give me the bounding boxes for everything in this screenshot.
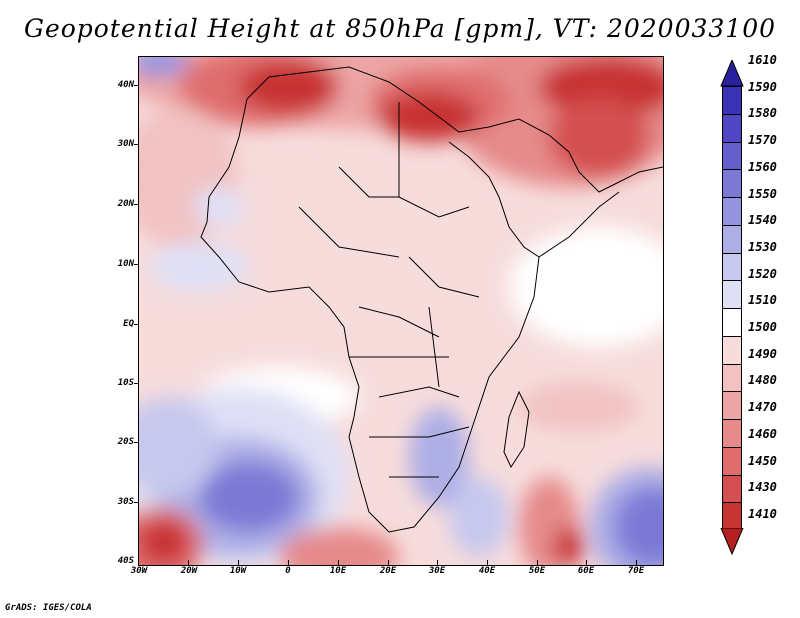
colorbar-label: 1610 [748,53,777,67]
lat-label-10n: 10N [117,259,134,269]
colorbar-label: 1580 [748,106,777,121]
lon-tick [437,560,438,565]
lon-label-10w: 10W [229,566,247,576]
colorbar-segment [722,335,742,364]
colorbar-label: 1570 [748,133,777,148]
map-title: Geopotential Height at 850hPa [gpm], VT:… [23,14,777,43]
lat-tick [134,144,139,145]
lat-tick [134,502,139,503]
colorbar-label: 1500 [748,320,777,335]
coastlines [200,66,663,533]
colorbar-segment [722,280,742,308]
colorbar-segment [722,363,742,392]
lon-label-20e: 20E [379,566,397,576]
lat-tick [134,85,139,86]
lat-label-20s: 20S [117,437,134,447]
colorbar-label: 1540 [748,213,777,228]
lon-label-10e: 10E [329,566,347,576]
colorbar-segment [722,446,742,475]
colorbar-label: 1510 [748,293,777,308]
lon-tick [338,560,339,565]
colorbar-bottom-arrow [720,528,744,556]
colorbar-label: 1430 [748,480,777,495]
colorbar-segment [722,224,742,253]
colorbar-label: 1530 [748,239,777,254]
colorbar-segment [722,391,742,419]
colorbar-label: 1520 [748,266,777,281]
lat-label-30s: 30S [117,497,134,507]
colorbar-segment [722,502,742,530]
lat-tick [134,264,139,265]
colorbar-segment [722,308,742,336]
colorbar-segment [722,474,742,503]
colorbar-segment [722,86,742,114]
colorbar-segment [722,169,742,197]
lat-tick [134,383,139,384]
lat-label-40n: 40N [117,80,134,90]
colorbar-label: 1410 [748,507,777,521]
lat-label-40s: 40S [117,556,134,566]
lon-label-30w: 30W [130,566,148,576]
lon-tick [238,560,239,565]
lon-tick [388,560,389,565]
colorbar-segment [722,141,742,170]
lat-tick [134,324,139,325]
colorbar-segment [722,197,742,225]
colorbar-label: 1470 [748,400,777,415]
lon-label-20w: 20W [180,566,198,576]
lon-label-0: 0 [285,566,291,576]
credit-text: GrADS: IGES/COLA [5,603,92,613]
colorbar-label: 1560 [748,159,777,174]
lon-tick [586,560,587,565]
lon-label-70e: 70E [627,566,645,576]
lon-label-60e: 60E [577,566,595,576]
lat-tick [134,442,139,443]
colorbar-label: 1490 [748,346,777,361]
lat-label-20n: 20N [117,199,134,209]
lat-label-10s: 10S [117,378,134,388]
lon-tick [188,560,189,565]
colorbar-label: 1460 [748,426,777,441]
lon-label-50e: 50E [528,566,546,576]
colorbar-label: 1450 [748,453,777,468]
field-map [139,57,663,565]
lon-tick [487,560,488,565]
lat-label-30n: 30N [117,139,134,149]
lon-label-40e: 40E [478,566,496,576]
colorbar-label: 1550 [748,186,777,201]
lat-label-eq: EQ [123,319,134,329]
colorbar-segment [722,419,742,447]
colorbar-label: 1590 [748,79,777,94]
colorbar-segment [722,252,742,281]
height-field [139,57,663,565]
lon-label-30e: 30E [428,566,446,576]
lon-tick [537,560,538,565]
lon-tick [636,560,637,565]
colorbar [722,62,742,554]
colorbar-segment [722,113,742,142]
colorbar-label: 1480 [748,373,777,388]
map-panel [138,56,664,566]
lon-tick [288,560,289,565]
lat-tick [134,204,139,205]
